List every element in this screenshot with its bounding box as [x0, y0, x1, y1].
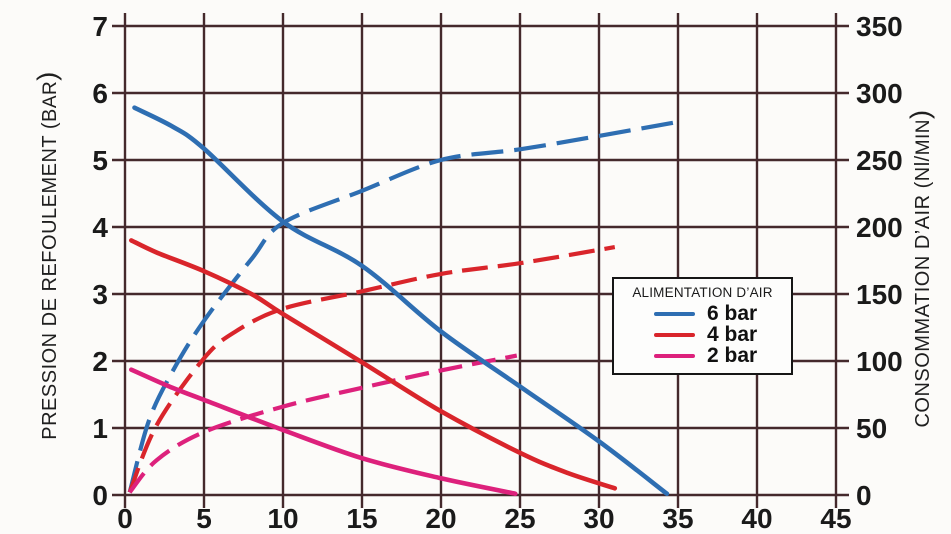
y-right-axis-title: CONSOMMATION D’AIR (Nl/MIN) [905, 109, 935, 427]
y-left-tick-label: 7 [92, 11, 108, 42]
x-tick-label: 15 [346, 503, 377, 534]
y-left-axis-title: PRESSION DE REFOULEMENT (BAR) [32, 71, 62, 439]
legend-item-label: 2 bar [707, 344, 758, 367]
y-right-tick-label: 200 [856, 212, 903, 243]
y-left-tick-label: 1 [92, 413, 108, 444]
x-tick-label: 35 [662, 503, 693, 534]
curve-airflow-2e6eb2 [127, 119, 684, 493]
y-right-tick-label: 0 [856, 480, 872, 511]
x-tick-label: 20 [425, 503, 456, 534]
y-left-tick-label: 0 [92, 480, 108, 511]
legend-item-label: 6 bar [707, 302, 758, 325]
legend-line-swatch [654, 311, 695, 316]
x-tick-label: 40 [741, 503, 772, 534]
y-left-tick-label: 5 [92, 145, 108, 176]
legend-box: ALIMENTATION D’AIR 6 bar 4 bar 2 bar [612, 277, 793, 375]
y-right-tick-label: 300 [856, 78, 903, 109]
curve-pressure-d9252b [129, 238, 618, 491]
x-tick-label: 30 [583, 503, 614, 534]
y-right-tick-label: 50 [856, 413, 887, 444]
curve-pressure-dd217c [129, 367, 518, 496]
y-left-tick-label: 6 [92, 78, 108, 109]
curve-pressure-2e6eb2 [132, 105, 670, 496]
curve-airflow-d9252b [127, 245, 616, 494]
x-tick-label: 5 [196, 503, 212, 534]
legend-line-swatch [654, 353, 695, 358]
legend-title: ALIMENTATION D’AIR [632, 285, 773, 300]
legend-item-2bar: 2 bar [614, 345, 791, 366]
y-left-tick-label: 2 [92, 346, 108, 377]
x-tick-label: 25 [504, 503, 535, 534]
legend-line-swatch [654, 332, 695, 337]
y-right-tick-label: 150 [856, 279, 903, 310]
legend-item-4bar: 4 bar [614, 324, 791, 345]
legend-items: 6 bar 4 bar 2 bar [614, 303, 791, 366]
legend-item-6bar: 6 bar [614, 303, 791, 324]
x-tick-label: 45 [820, 503, 851, 534]
y-right-tick-label: 100 [856, 346, 903, 377]
curve-airflow-dd217c [128, 353, 518, 494]
legend-item-label: 4 bar [707, 323, 758, 346]
x-tick-label: 0 [117, 503, 133, 534]
y-left-tick-label: 4 [92, 212, 108, 243]
y-right-tick-label: 350 [856, 11, 903, 42]
x-tick-label: 10 [267, 503, 298, 534]
y-left-tick-label: 3 [92, 279, 108, 310]
series-curves [127, 105, 684, 496]
y-right-tick-label: 250 [856, 145, 903, 176]
